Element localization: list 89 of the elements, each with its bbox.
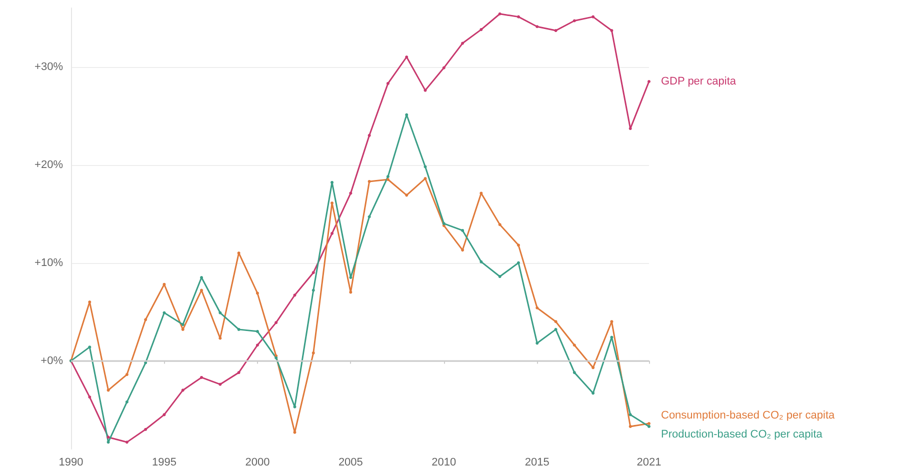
point	[516, 15, 520, 18]
point	[498, 275, 502, 278]
point	[461, 42, 464, 45]
point	[162, 413, 166, 416]
point	[628, 424, 632, 428]
point	[274, 321, 278, 324]
point	[572, 344, 576, 347]
point	[405, 113, 408, 116]
point	[256, 292, 259, 295]
point	[461, 248, 464, 252]
point	[144, 428, 148, 431]
point	[125, 400, 128, 404]
point	[424, 165, 427, 168]
point	[554, 29, 558, 32]
point	[368, 180, 371, 183]
point	[237, 371, 240, 374]
point	[162, 282, 166, 286]
x-tick-label: 2005	[338, 456, 363, 468]
point	[572, 371, 576, 374]
point	[554, 328, 558, 331]
point	[628, 413, 632, 416]
y-tick-label: +0%	[40, 354, 64, 367]
point	[405, 56, 408, 58]
point	[162, 311, 166, 314]
point	[237, 252, 240, 254]
point	[536, 306, 539, 310]
point	[312, 271, 315, 274]
y-tick-label: +10%	[34, 256, 64, 269]
point	[312, 351, 315, 354]
point	[125, 373, 128, 376]
point	[330, 232, 334, 235]
point	[349, 192, 352, 195]
point	[106, 388, 110, 392]
point	[442, 66, 446, 70]
point	[424, 177, 427, 180]
point	[536, 25, 539, 28]
point	[592, 15, 595, 18]
point	[256, 330, 259, 333]
point	[480, 260, 483, 264]
point	[536, 342, 539, 345]
point	[88, 396, 92, 399]
point	[516, 261, 520, 264]
point	[88, 346, 92, 349]
x-tick-label: 1990	[58, 456, 84, 468]
point	[349, 290, 352, 294]
point	[293, 405, 296, 408]
point	[368, 215, 371, 218]
point	[106, 440, 110, 444]
point	[106, 436, 110, 439]
x-tick-label: 2015	[524, 456, 550, 468]
point	[181, 388, 184, 392]
point	[237, 328, 240, 331]
point	[293, 294, 296, 297]
point	[610, 29, 614, 32]
series-label: Consumption-based CO₂ per capita	[661, 410, 836, 422]
point	[592, 366, 595, 370]
point	[181, 323, 184, 326]
x-tick-label: 1995	[152, 456, 176, 468]
point	[256, 344, 259, 347]
line-series	[70, 113, 650, 444]
point	[610, 336, 614, 339]
x-tick-label: 2021	[636, 456, 662, 468]
y-tick-label: +30%	[34, 60, 64, 73]
point	[628, 127, 632, 130]
point	[610, 320, 614, 324]
point	[349, 276, 352, 279]
point	[592, 392, 595, 395]
point	[498, 12, 502, 16]
point	[218, 382, 222, 386]
point	[480, 28, 483, 32]
point	[144, 318, 148, 322]
series-label: Production-based CO₂ per capita	[661, 428, 824, 440]
point	[461, 228, 464, 232]
point	[405, 194, 408, 197]
point	[312, 288, 315, 292]
point	[386, 175, 390, 178]
point	[88, 300, 92, 304]
line-series	[70, 12, 650, 444]
point	[498, 223, 502, 226]
point	[554, 320, 558, 324]
point	[516, 244, 520, 247]
point	[572, 19, 576, 22]
x-tick-label: 2010	[432, 456, 456, 468]
series-label: GDP per capita	[661, 76, 737, 88]
x-tick-label: 2000	[245, 456, 270, 468]
point	[368, 134, 371, 137]
point	[480, 192, 483, 195]
point	[125, 440, 128, 444]
y-tick-label: +20%	[34, 158, 64, 171]
